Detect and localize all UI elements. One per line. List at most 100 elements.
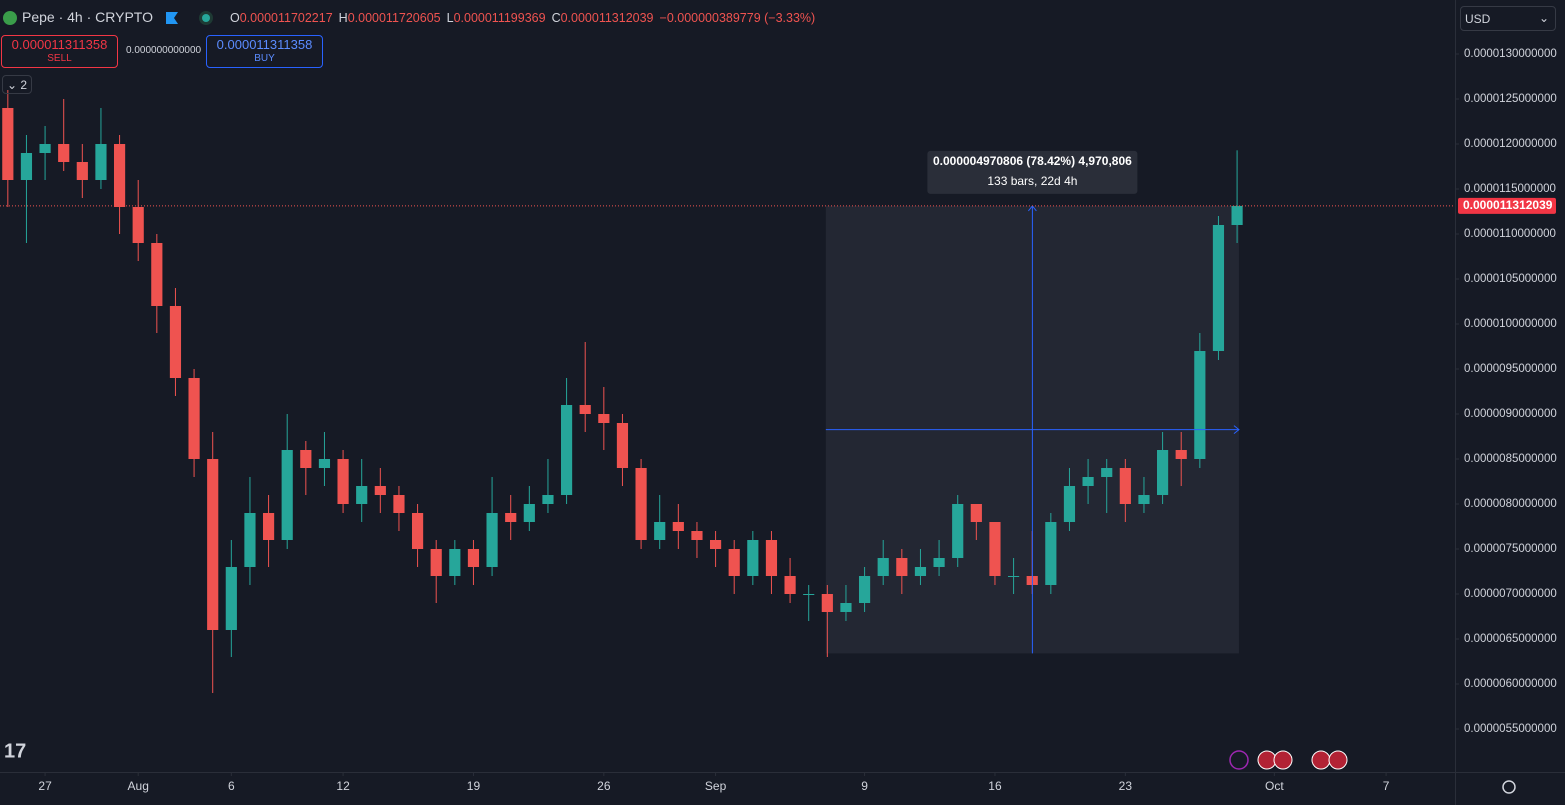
y-tick-label: 0.0000055000000 <box>1464 723 1557 735</box>
candle-body <box>430 548 442 576</box>
candle-body <box>821 593 833 612</box>
sell-label: SELL <box>47 53 72 64</box>
candle-body <box>1138 494 1150 504</box>
y-tick-label: 0.0000065000000 <box>1464 633 1557 645</box>
candle-body <box>765 539 778 576</box>
indicators-toggle[interactable]: ⌄ 2 <box>2 75 32 94</box>
candle-body <box>1231 205 1243 225</box>
x-tick-label: 7 <box>1383 779 1390 793</box>
candle-body <box>989 521 1001 576</box>
buy-label: BUY <box>254 53 275 64</box>
y-tick-label: 0.0000120000000 <box>1464 138 1557 150</box>
measure-arrow <box>1233 425 1240 435</box>
event-icon[interactable] <box>1229 750 1249 770</box>
chevron: ⌄ <box>1538 11 1549 25</box>
x-tick-label: 19 <box>467 779 481 793</box>
candle-body <box>467 548 480 567</box>
x-tick-label: 26 <box>597 779 611 793</box>
candle-body <box>896 557 908 576</box>
event-flag[interactable] <box>1257 750 1277 770</box>
candle-body <box>411 512 424 549</box>
candle-body <box>1119 467 1131 504</box>
candle-body <box>76 161 88 180</box>
candle-body <box>747 539 759 576</box>
event-flag[interactable] <box>1328 750 1348 770</box>
ohlc-key: H <box>338 11 348 25</box>
candle-body <box>337 458 349 504</box>
candle-body <box>523 503 535 522</box>
candle-body <box>39 143 51 153</box>
x-tick-label: Aug <box>128 779 149 793</box>
candle-body <box>132 206 144 243</box>
candle-body <box>151 242 163 306</box>
y-tick-label: 0.0000075000000 <box>1464 543 1557 555</box>
candle-body <box>933 557 945 567</box>
candle-body <box>598 413 610 423</box>
ohlc-key: C <box>551 11 561 25</box>
x-tick-label: Sep <box>705 779 727 793</box>
candle-body <box>262 512 275 540</box>
candle-body <box>318 458 331 468</box>
symbol-title: Pepe · 4h · CRYPTO <box>22 9 153 25</box>
ohlc-legend: O0.000011702217 H0.000011720605 L0.0000111… <box>230 11 821 25</box>
candle-body <box>784 575 796 594</box>
candle-body <box>635 467 647 540</box>
candle-body <box>914 566 927 576</box>
currency-select[interactable]: USD ⌄ <box>1460 6 1556 31</box>
candle-body <box>858 575 871 603</box>
candle-body <box>654 521 666 540</box>
x-tick-label: 27 <box>38 779 52 793</box>
buy-price: 0.000011311358 <box>216 37 313 52</box>
candle-body <box>374 485 386 495</box>
symbol: Pepe · 4h · CRYPTO <box>22 9 153 25</box>
candle-body <box>188 377 200 459</box>
y-tick-label: 0.0000100000000 <box>1464 318 1557 330</box>
ohlc-key: O <box>230 11 240 25</box>
x-tick-label: 23 <box>1119 779 1133 793</box>
status-dot <box>202 14 210 22</box>
candle-body <box>1063 485 1076 522</box>
candle-body <box>803 593 815 595</box>
change: −0.000000389779 (−3.33%) <box>659 11 816 25</box>
y-tick-label: 0.0000060000000 <box>1464 678 1557 690</box>
candle-body <box>449 548 461 576</box>
candle-body <box>579 404 591 414</box>
candle-body <box>952 503 964 558</box>
y-tick-label: 0.0000095000000 <box>1464 363 1557 375</box>
ohlc-key: L <box>446 11 454 25</box>
measure-text: 0.000004970806 (78.42%) 4,970,806 <box>933 154 1132 168</box>
candle-body <box>393 494 405 513</box>
measure-text: 133 bars, 22d 4h <box>987 174 1077 188</box>
candle-body <box>1007 575 1020 577</box>
event-flag[interactable] <box>1273 750 1293 770</box>
ohlc-value: 0.000011199369 <box>453 11 546 25</box>
last-price-tag <box>1458 197 1556 214</box>
x-tick-label: 9 <box>861 779 868 793</box>
candle-body <box>505 512 517 522</box>
y-tick-label: 0.0000105000000 <box>1464 273 1557 285</box>
settings-icon[interactable] <box>1502 780 1516 794</box>
y-tick-label: 0.0000085000000 <box>1464 453 1557 465</box>
x-tick-label: 16 <box>988 779 1002 793</box>
candle-body <box>300 449 312 468</box>
candle-body <box>207 458 219 630</box>
ohlc-value: 0.000011702217 <box>239 11 333 25</box>
indicator-count: 2 <box>20 78 28 92</box>
sell-button[interactable]: 0.000011311358 SELL <box>1 35 118 68</box>
candle-body <box>1194 350 1206 459</box>
logo: 17 <box>4 740 26 762</box>
candle-body <box>244 512 256 567</box>
currency: USD <box>1465 12 1491 26</box>
buy-button[interactable]: 0.000011311358 BUY <box>206 35 323 68</box>
candle-body <box>1045 521 1057 585</box>
candle-body <box>1101 467 1113 477</box>
candle-body <box>169 305 182 378</box>
x-tick-label: Oct <box>1265 779 1284 793</box>
y-tick-label: 0.0000080000000 <box>1464 498 1557 510</box>
candle-body <box>486 512 498 567</box>
candle-body <box>1212 224 1225 351</box>
ohlc-value: 0.000011720605 <box>347 11 441 25</box>
event-flag[interactable] <box>1311 750 1331 770</box>
candle-body <box>672 521 684 531</box>
